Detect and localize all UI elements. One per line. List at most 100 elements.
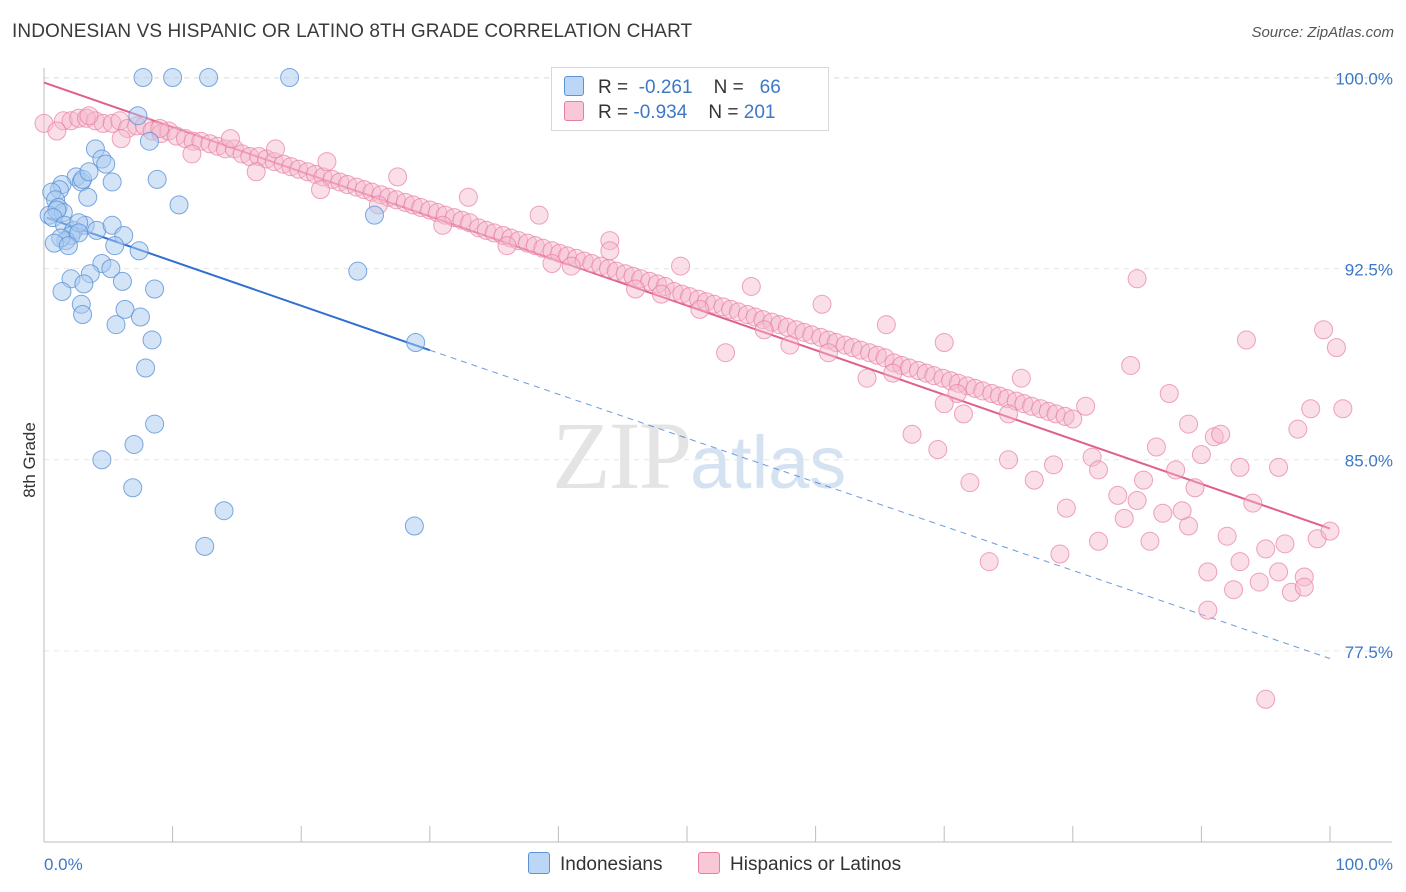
hispanic-point: [1159, 383, 1179, 403]
indonesian-points: [39, 67, 426, 556]
legend-r-value: -0.934: [633, 102, 688, 123]
hispanic-point: [1166, 460, 1186, 480]
legend-row-hispanic: R = -0.934 N = 201: [564, 101, 775, 127]
hispanic-point: [1089, 460, 1109, 480]
hispanic-point: [1326, 338, 1346, 358]
indonesian-point: [74, 274, 94, 294]
hispanic-legend-label: Hispanics or Latinos: [730, 854, 902, 875]
hispanic-point: [47, 121, 67, 141]
indonesian-point: [73, 304, 93, 324]
hispanic-point: [79, 106, 99, 126]
hispanic-point: [265, 139, 285, 159]
hispanic-point: [883, 363, 903, 383]
hispanic-point: [953, 404, 973, 424]
hispanic-point: [1236, 330, 1256, 350]
watermark-atlas: atlas: [690, 421, 847, 504]
hispanic-point: [690, 299, 710, 319]
hispanic-point: [979, 552, 999, 572]
hispanic-point: [1230, 457, 1250, 477]
hispanic-point: [1050, 544, 1070, 564]
hispanic-point: [1011, 368, 1031, 388]
indonesian-point: [163, 67, 183, 87]
hispanic-point: [934, 333, 954, 353]
hispanic-point: [493, 225, 513, 245]
source-label: Source: ZipAtlas.com: [1251, 24, 1394, 41]
hispanic-point: [246, 162, 266, 182]
indonesian-point: [130, 307, 150, 327]
hispanic-points: [34, 106, 1353, 709]
indonesian-point: [58, 236, 78, 256]
hispanic-point: [460, 213, 480, 233]
bottom-legend-indonesians: Indonesians: [528, 852, 662, 876]
hispanic-point: [420, 200, 440, 220]
hispanic-point: [1198, 600, 1218, 620]
legend-n-label: N =: [708, 102, 739, 123]
hispanic-point: [388, 167, 408, 187]
y-tick-label: 92.5%: [1345, 261, 1393, 280]
hispanic-point: [1121, 355, 1141, 375]
hispanic-point: [647, 274, 667, 294]
hispanic-point: [957, 376, 977, 396]
hispanic-point: [53, 111, 73, 131]
indonesian-point: [145, 414, 165, 434]
hispanic-point: [818, 343, 838, 363]
hispanic-point: [433, 215, 453, 235]
indonesian-point: [124, 434, 144, 454]
hispanic-point: [529, 205, 549, 225]
indonesian-point: [115, 299, 135, 319]
hispanic-point: [1179, 414, 1199, 434]
indonesian-point: [365, 205, 385, 225]
hispanic-point: [458, 187, 478, 207]
hispanic-point: [310, 180, 330, 200]
hispanic-point: [999, 450, 1018, 470]
hispanic-point: [1056, 498, 1076, 518]
indonesian-trend-line: [46, 216, 431, 352]
hispanic-point: [1217, 526, 1237, 546]
hispanic-point: [933, 368, 953, 388]
hispanic-point: [928, 440, 948, 460]
hispanic-point: [249, 146, 269, 166]
y-tick-label: 77.5%: [1345, 643, 1393, 662]
indonesian-point: [78, 187, 98, 207]
hispanic-point: [1089, 531, 1109, 551]
indonesian-point: [52, 282, 72, 302]
indonesians-swatch: [564, 76, 584, 96]
legend-n-label: N =: [713, 77, 744, 98]
hispanic-point: [982, 383, 1002, 403]
hispanic-point: [469, 218, 489, 238]
hispanic-point: [835, 335, 855, 355]
hispanic-swatch: [564, 101, 584, 121]
hispanic-point: [626, 279, 646, 299]
hispanic-point: [1024, 470, 1044, 490]
hispanic-point: [1198, 562, 1218, 582]
hispanic-point: [1063, 409, 1083, 429]
bottom-legend-hispanic: Hispanics or Latinos: [698, 852, 901, 876]
hispanic-point: [85, 111, 105, 131]
y-tick-label: 100.0%: [1335, 69, 1393, 88]
hispanic-point: [1333, 399, 1353, 419]
hispanic-point: [273, 154, 293, 174]
hispanic-point: [61, 111, 81, 131]
hispanic-point: [811, 327, 831, 347]
hispanic-point: [1114, 508, 1134, 528]
hispanic-point: [1288, 419, 1308, 439]
indonesian-point: [79, 162, 99, 182]
indonesian-point: [133, 67, 153, 87]
indonesian-point: [105, 236, 125, 256]
hispanic-point: [934, 394, 954, 414]
indonesian-point: [195, 536, 215, 556]
legend-r-label: R =: [598, 77, 629, 98]
hispanic-point: [716, 343, 736, 363]
indonesian-point: [129, 241, 149, 261]
indonesian-point: [96, 154, 116, 174]
hispanic-point: [689, 289, 709, 309]
hispanic-point: [1249, 572, 1269, 592]
hispanic-point: [444, 208, 464, 228]
hispanic-point: [615, 264, 635, 284]
hispanic-point: [754, 320, 774, 340]
hispanic-point: [999, 404, 1018, 424]
hispanic-point: [1275, 534, 1295, 554]
hispanic-point: [1134, 470, 1154, 490]
hispanic-point: [1269, 457, 1289, 477]
